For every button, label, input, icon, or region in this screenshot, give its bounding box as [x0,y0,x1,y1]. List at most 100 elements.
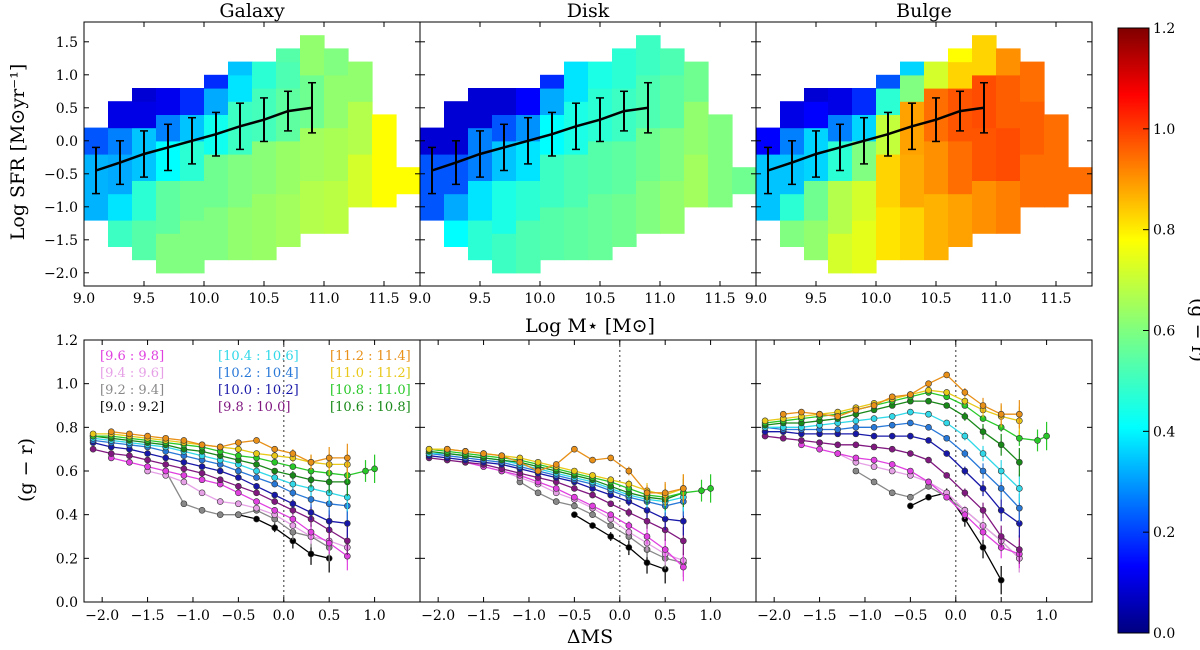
series [761,419,1023,523]
data-point [979,544,987,551]
y-tick-label: −1.0 [44,200,78,216]
data-point [289,489,297,497]
series [834,450,1023,573]
x-tick-label: 10.0 [188,291,219,307]
data-point [180,472,188,479]
heatmap-cell [972,180,997,234]
heatmap-cell [372,114,397,208]
y-tick-label: 0.8 [56,420,78,436]
heatmap-cell [300,35,325,76]
heatmap-cell [444,220,469,247]
data-point [253,450,260,457]
heatmap-cell [588,193,613,261]
x-tick-label: 11.0 [308,291,339,307]
heatmap-cell [300,127,325,181]
data-point [271,458,279,466]
colorbar-label: (g − r) [1187,298,1200,362]
heatmap-cell [132,101,157,129]
bottom-y-axis-label: (g − r) [15,438,37,502]
data-point [289,515,297,523]
x-tick-label: 1.0 [363,608,385,624]
x-tick-label: 10.5 [584,291,615,307]
heatmap-cell [108,193,133,221]
data-point [253,489,260,497]
data-point [107,428,115,436]
data-point [870,432,878,440]
data-point [307,496,315,503]
plot-layer: Galaxy 9.0 9.5 10.0 10.5 11.0 11.5 −2.0 −1.5 −1.0… [44,0,1093,624]
data-point [253,437,260,444]
heatmap-cell [660,74,685,129]
data-point [289,528,297,536]
x-tick-label: 0.5 [318,608,340,624]
data-point [661,515,669,523]
data-point [271,524,279,532]
data-point [852,417,860,425]
colorbar-tick-label: 1.0 [1153,122,1175,138]
data-point [607,533,615,540]
data-point [1016,434,1023,442]
data-point [907,493,914,501]
data-point [443,445,451,453]
data-point [888,421,896,429]
heatmap-cell [132,220,157,261]
data-point [961,489,969,497]
x-tick-label: 0.0 [945,608,967,624]
y-tick-label: 0.2 [56,551,78,567]
data-point [498,452,506,460]
data-point [589,522,596,529]
heatmap-cell [348,61,373,102]
data-point [680,485,687,492]
heatmap-cell [852,88,877,115]
heatmap-cell [204,206,229,261]
data-point [271,445,279,453]
data-point [925,386,932,394]
data-point [571,445,578,453]
data-point [571,493,578,501]
heatmap-cell [276,48,301,63]
y-tick-label: 0.6 [56,464,78,480]
heatmap-cell [108,220,133,247]
data-point [997,485,1005,492]
x-tick-label: 0.5 [654,608,676,624]
data-point [289,480,297,488]
data-point [235,482,242,490]
data-point [571,467,578,475]
data-point [235,500,242,508]
x-tick-label: −1.0 [848,608,882,624]
data-point [979,528,987,536]
data-point [907,450,914,457]
heatmap-cell [876,88,901,115]
heatmap-cell [540,74,565,89]
data-point [362,467,369,475]
data-point [680,537,687,545]
data-point [997,533,1005,540]
data-point [1034,437,1041,444]
data-point [888,489,896,497]
data-point [235,467,242,475]
x-tick-label: 10.5 [920,291,951,307]
data-point [534,489,542,497]
data-point [779,410,787,418]
heatmap-cell [516,220,541,274]
heatmap-cell [924,193,949,261]
colorbar-tick-label: 0.4 [1153,424,1175,440]
heatmap-cell [228,206,253,261]
data-point [253,482,260,490]
heatmap-cell [948,48,973,63]
series [779,371,1023,429]
data-point [870,443,878,451]
data-point [534,467,542,475]
data-point [126,430,133,438]
panel-frame [419,339,757,603]
colorbar-tick-label: 0.2 [1153,525,1175,541]
data-point [107,450,115,457]
x-tick-label: −1.0 [176,608,210,624]
data-point [216,467,224,475]
data-point [961,389,969,396]
heatmap-cell [444,193,469,221]
data-point [344,520,351,527]
data-point [852,430,860,438]
heatmap-cell [276,61,301,89]
x-tick-label: 11.5 [368,291,399,307]
